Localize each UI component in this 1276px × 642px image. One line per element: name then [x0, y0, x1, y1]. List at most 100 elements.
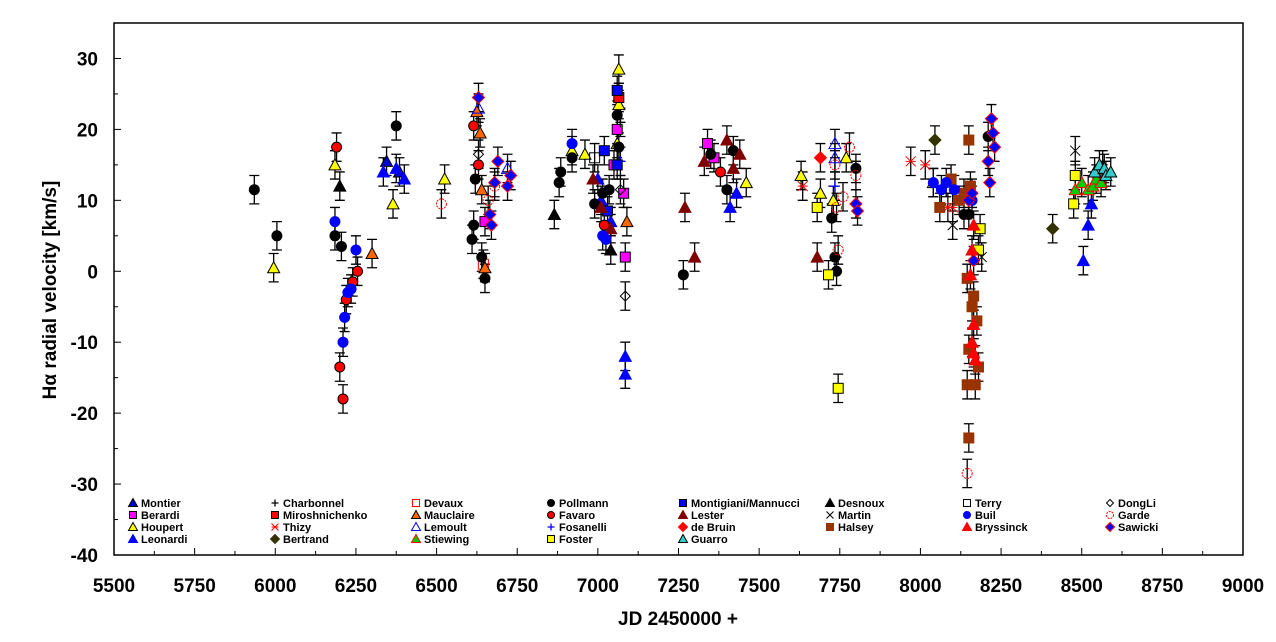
legend-marker-montigiani-mannucci	[679, 499, 687, 507]
legend-label: Halsey	[838, 522, 874, 534]
point-leonardi	[729, 186, 744, 199]
legend-item-miroshnichenko: Miroshnichenko	[271, 510, 368, 522]
legend-item-fosanelli: Fosanelli	[547, 522, 607, 534]
legend-marker-mauclaire	[410, 509, 422, 519]
point-buil	[350, 244, 362, 256]
point-leonardi	[397, 172, 412, 185]
point-bryssinck	[966, 317, 981, 330]
y-tick-label: 30	[77, 49, 98, 70]
legend-marker-desnoux	[824, 497, 836, 507]
legend-marker-halsey	[826, 523, 834, 531]
point-houpert	[328, 157, 342, 171]
legend-item-sawicki: Sawicki	[1104, 521, 1158, 534]
point-stiewing	[1074, 175, 1089, 189]
point-dongli	[619, 290, 631, 302]
point-leonardi	[618, 349, 633, 362]
legend-item-thizy: Thizy	[271, 522, 312, 534]
point-foster	[1068, 198, 1080, 210]
legend-marker-bryssinck	[961, 521, 973, 531]
legend-label: Devaux	[424, 498, 464, 510]
point-houpert	[839, 150, 854, 164]
point-leonardi	[723, 200, 737, 213]
point-favaro	[334, 361, 346, 373]
point-mauclaire	[620, 214, 634, 228]
point-houpert	[437, 172, 452, 185]
point-buil	[927, 177, 939, 189]
point-thizy	[905, 155, 917, 167]
y-tick-label: -10	[71, 333, 98, 354]
point-guarro	[1087, 164, 1102, 178]
point-lester	[810, 250, 825, 263]
legend-label: Terry	[975, 498, 1003, 510]
point-lester	[594, 200, 608, 213]
point-pollmann	[721, 184, 733, 196]
legend-item-foster: Foster	[547, 534, 593, 546]
legend-label: Lemoult	[424, 522, 467, 534]
point-pollmann	[466, 233, 478, 245]
y-tick-label: 20	[77, 120, 98, 141]
point-favaro	[468, 120, 480, 132]
point-houpert	[813, 186, 828, 199]
legend-marker-montier	[127, 497, 139, 507]
x-tick-label: 8000	[899, 576, 941, 597]
x-tick-label: 8750	[1141, 576, 1183, 597]
error-bar-garde	[962, 458, 973, 489]
y-tick-label: -30	[71, 475, 98, 496]
legend-label: Berardi	[141, 510, 180, 522]
error-bar-terry	[589, 142, 600, 173]
legend-marker-houpert	[127, 521, 139, 531]
x-tick-label: 5750	[174, 576, 216, 597]
data-points	[248, 62, 1118, 479]
point-sawicki	[987, 140, 1002, 154]
legend-item-montigiani-mannucci: Montigiani/Mannucci	[679, 498, 800, 510]
legend-label: Foster	[559, 534, 593, 546]
point-houpert	[266, 260, 281, 274]
point-fosanelli	[829, 181, 840, 192]
point-berardi	[702, 138, 714, 150]
point-pollmann	[566, 152, 578, 164]
legend-label: Leonardi	[141, 534, 187, 546]
legend-label: Thizy	[283, 522, 312, 534]
point-houpert	[578, 147, 592, 160]
point-garde	[435, 198, 447, 210]
legend-label: Buil	[975, 510, 996, 522]
point-sawicki	[471, 90, 486, 105]
point-lester	[697, 154, 712, 167]
point-pollmann	[826, 212, 838, 224]
point-leonardi	[618, 367, 633, 380]
x-tick-label: 5500	[93, 576, 135, 597]
point-pollmann	[603, 184, 615, 196]
legend-label: Fosanelli	[559, 522, 607, 534]
point-pollmann	[677, 269, 689, 281]
point-lester	[726, 161, 741, 174]
point-houpert	[386, 196, 400, 210]
legend-marker-lester	[677, 509, 689, 519]
legend-marker-bertrand	[269, 533, 281, 545]
point-buil	[337, 336, 349, 348]
legend-label: Montier	[141, 498, 181, 510]
x-tick-label: 6750	[496, 576, 538, 597]
legend-item-berardi: Berardi	[129, 510, 180, 522]
point-desnoux	[332, 179, 347, 192]
point-pollmann	[271, 230, 283, 242]
legend-item-montier: Montier	[127, 497, 181, 510]
legend-item-martin: Martin	[826, 510, 871, 522]
legend-marker-leonardi	[127, 533, 139, 543]
legend-marker-berardi	[129, 511, 137, 519]
legend-marker-martin	[826, 511, 834, 519]
point-terry	[589, 152, 601, 164]
point-desnoux	[603, 242, 618, 256]
point-garde	[850, 170, 862, 182]
point-bertrand	[1045, 221, 1060, 236]
point-pollmann	[248, 184, 260, 196]
point-buil	[600, 233, 612, 245]
legend-label: de Bruin	[691, 522, 736, 534]
x-tick-label: 6000	[254, 576, 296, 597]
point-thizy	[797, 180, 809, 192]
x-tick-label: 6500	[415, 576, 457, 597]
point-favaro	[337, 393, 349, 405]
point-thizy	[919, 159, 931, 171]
legend-label: Guarro	[691, 534, 728, 546]
point-halsey	[966, 301, 978, 313]
point-mauclaire	[478, 260, 492, 274]
